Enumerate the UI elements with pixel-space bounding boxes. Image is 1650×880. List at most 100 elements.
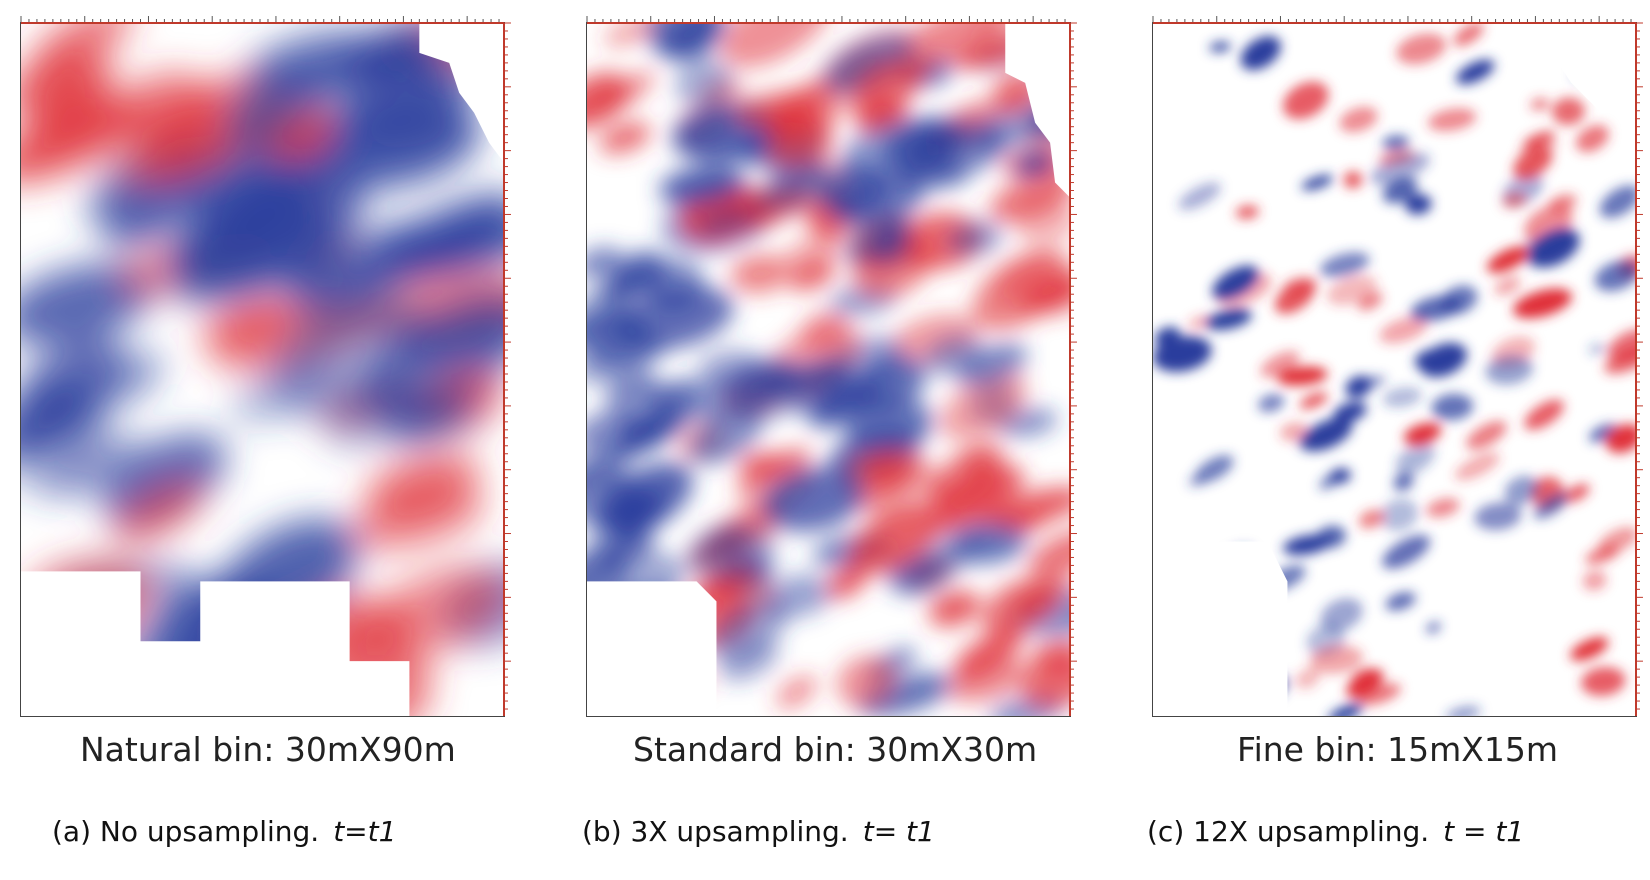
amplitude-blob [731,356,806,421]
amplitude-blob [118,72,217,143]
seismic-map-natural-bin [20,16,511,717]
amplitude-blob [1370,152,1430,185]
amplitude-blob [1283,534,1331,555]
amplitude-blob [1382,387,1422,408]
amplitude-blob [1502,192,1527,209]
amplitude-blob [844,397,934,451]
amplitude-blob [1358,509,1384,529]
amplitude-blob [1235,205,1259,219]
amplitude-blob [616,405,689,456]
amplitude-blob [1382,535,1431,569]
amplitude-blob [675,57,733,108]
amplitude-blob [112,480,205,545]
amplitude-blob [951,522,1027,564]
amplitude-blob [1328,703,1363,716]
amplitude-blob [587,505,662,552]
amplitude-blob [1588,343,1607,355]
amplitude-blob [782,235,844,270]
amplitude-blob [896,23,1007,67]
amplitude-blob [740,447,811,485]
caption-b-time: t= t1 [862,815,935,848]
amplitude-blob [687,524,776,582]
amplitude-blob [806,336,904,402]
amplitude-blob [603,23,657,47]
amplitude-blob [1454,452,1500,481]
amplitude-blob [862,447,926,488]
amplitude-blob [1582,570,1607,591]
amplitude-blob [836,655,895,709]
amplitude-blob [1178,182,1221,210]
amplitude-blob [1403,422,1442,445]
bin-label-fine: Fine bin: 15mX15m [1237,730,1558,769]
amplitude-blob [387,387,477,447]
amplitude-blob [1393,473,1414,491]
amplitude-blob [1513,146,1553,179]
amplitude-blob [659,166,746,205]
amplitude-blob [587,72,629,129]
amplitude-blob [1028,530,1070,577]
amplitude-blob [1598,527,1636,554]
amplitude-blob [928,590,980,627]
amplitude-blob [365,453,480,521]
amplitude-blob [1504,475,1540,506]
amplitude-blob [1382,177,1418,204]
amplitude-blob [1274,280,1315,314]
amplitude-map-b [587,23,1070,716]
amplitude-blob [1346,669,1384,698]
amplitude-blob [709,597,789,662]
amplitude-blob [1260,351,1300,378]
amplitude-map-a [21,23,504,716]
axis-ticks-a [20,16,511,716]
seismic-map-fine-bin [1152,16,1643,717]
amplitude-blob [1426,498,1460,518]
amplitude-blob [1357,292,1383,311]
amplitude-blob [1575,124,1609,153]
amplitude-blob [1277,366,1328,386]
amplitude-blob [1453,23,1484,47]
amplitude-blob [1581,666,1626,696]
amplitude-blob [720,23,832,68]
amplitude-blob [1494,276,1521,296]
caption-a-text: (a) No upsampling. [52,815,320,848]
amplitude-blob [1301,417,1353,452]
amplitude-blob [1427,108,1477,132]
amplitude-blob [776,675,817,709]
amplitude-blob [21,263,156,346]
amplitude-blob [1212,265,1259,300]
amplitude-blob [44,434,150,498]
amplitude-blob [1357,683,1401,706]
caption-a-time: t=t1 [333,815,397,848]
axis-ticks-b [586,16,1077,716]
amplitude-blob [1279,422,1309,442]
amplitude-blob [1379,316,1428,344]
amplitude-blob [956,343,1028,387]
amplitude-blob [1431,393,1474,421]
amplitude-blob [1188,475,1205,487]
amplitude-blob [881,117,967,174]
amplitude-blob [830,180,925,226]
amplitude-blob [996,255,1055,300]
amplitude-blob [1295,668,1320,689]
amplitude-blob [1426,622,1441,634]
amplitude-blob [1343,171,1363,189]
amplitude-blob [765,122,834,168]
amplitude-blob [1395,442,1436,475]
amplitude-blob [754,171,834,212]
amplitude-map-c [1153,23,1636,716]
amplitude-blob [1487,246,1529,273]
amplitude-blob [587,465,636,524]
amplitude-blob [762,466,865,532]
amplitude-blob [1606,424,1636,453]
amplitude-blob [1319,252,1370,278]
amplitude-blob [1604,344,1636,374]
amplitude-blob [1339,106,1378,133]
amplitude-blob [1528,228,1580,268]
amplitude-blob [1485,355,1534,385]
amplitude-blob [1014,151,1055,177]
amplitude-blob [730,254,791,294]
amplitude-blob [1599,185,1636,218]
amplitude-blob [827,564,868,599]
amplitude-blob [1329,468,1351,484]
caption-c-text: (c) 12X upsampling. [1147,815,1430,848]
amplitude-blob [1301,175,1333,191]
